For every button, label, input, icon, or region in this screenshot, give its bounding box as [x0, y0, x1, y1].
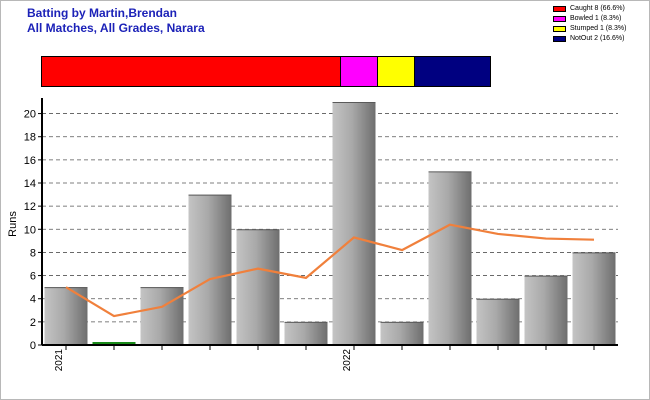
bar	[332, 102, 376, 345]
y-tick-label: 14	[24, 178, 36, 190]
legend-label-stumped: Stumped 1 (8.3%)	[570, 25, 627, 32]
y-tick-label: 12	[24, 201, 36, 213]
bar	[476, 298, 520, 345]
legend: Caught 8 (66.6%) Bowled 1 (8.3%) Stumped…	[553, 4, 626, 44]
legend-item-notout: NotOut 2 (16.6%)	[553, 34, 626, 44]
x-tick-label: 2022	[342, 349, 353, 372]
legend-item-stumped: Stumped 1 (8.3%)	[553, 24, 626, 34]
bar	[236, 229, 280, 345]
y-tick-label: 6	[30, 271, 36, 283]
title-line-1: Batting by Martin,Brendan	[27, 6, 178, 20]
bar	[188, 194, 232, 345]
y-tick-label: 4	[30, 294, 36, 306]
bar	[572, 252, 616, 345]
dismissal-segment-stumped	[377, 57, 416, 86]
y-tick-label: 10	[24, 224, 36, 236]
y-tick-label: 18	[24, 132, 36, 144]
dismissal-proportion-bar	[41, 56, 491, 87]
dismissal-segment-notout	[415, 57, 490, 86]
bar	[92, 342, 136, 344]
y-axis-label: Runs	[7, 211, 19, 237]
legend-swatch-caught	[553, 6, 566, 12]
y-tick-label: 20	[24, 109, 36, 121]
y-axis-ticks: 0 2 4 6 8 10 12 14 16 18 20	[24, 109, 42, 352]
legend-label-caught: Caught 8 (66.6%)	[570, 5, 625, 12]
x-axis-ticks: 2021 2022	[54, 345, 595, 372]
y-tick-label: 8	[30, 247, 36, 259]
title-line-2: All Matches, All Grades, Narara	[27, 21, 205, 35]
legend-item-bowled: Bowled 1 (8.3%)	[553, 14, 626, 24]
x-tick-label: 2021	[54, 349, 65, 372]
dismissal-segment-caught	[42, 57, 341, 86]
y-tick-label: 0	[30, 340, 36, 352]
dismissal-segment-bowled	[340, 57, 378, 86]
bars	[44, 102, 616, 345]
y-tick-label: 16	[24, 155, 36, 167]
bar	[524, 275, 568, 345]
chart-title: Batting by Martin,Brendan All Matches, A…	[27, 6, 205, 36]
legend-label-notout: NotOut 2 (16.6%)	[570, 35, 625, 42]
bar	[428, 171, 472, 345]
bar	[140, 287, 184, 345]
legend-swatch-notout	[553, 36, 566, 42]
legend-swatch-bowled	[553, 16, 566, 22]
y-tick-label: 2	[30, 317, 36, 329]
average-line	[65, 223, 595, 318]
axes	[41, 98, 618, 346]
legend-label-bowled: Bowled 1 (8.3%)	[570, 15, 622, 22]
legend-item-caught: Caught 8 (66.6%)	[553, 4, 626, 14]
legend-swatch-stumped	[553, 26, 566, 32]
average-line-path	[65, 223, 595, 318]
bar	[284, 321, 328, 345]
grid-lines	[42, 113, 618, 323]
bar	[380, 321, 424, 345]
